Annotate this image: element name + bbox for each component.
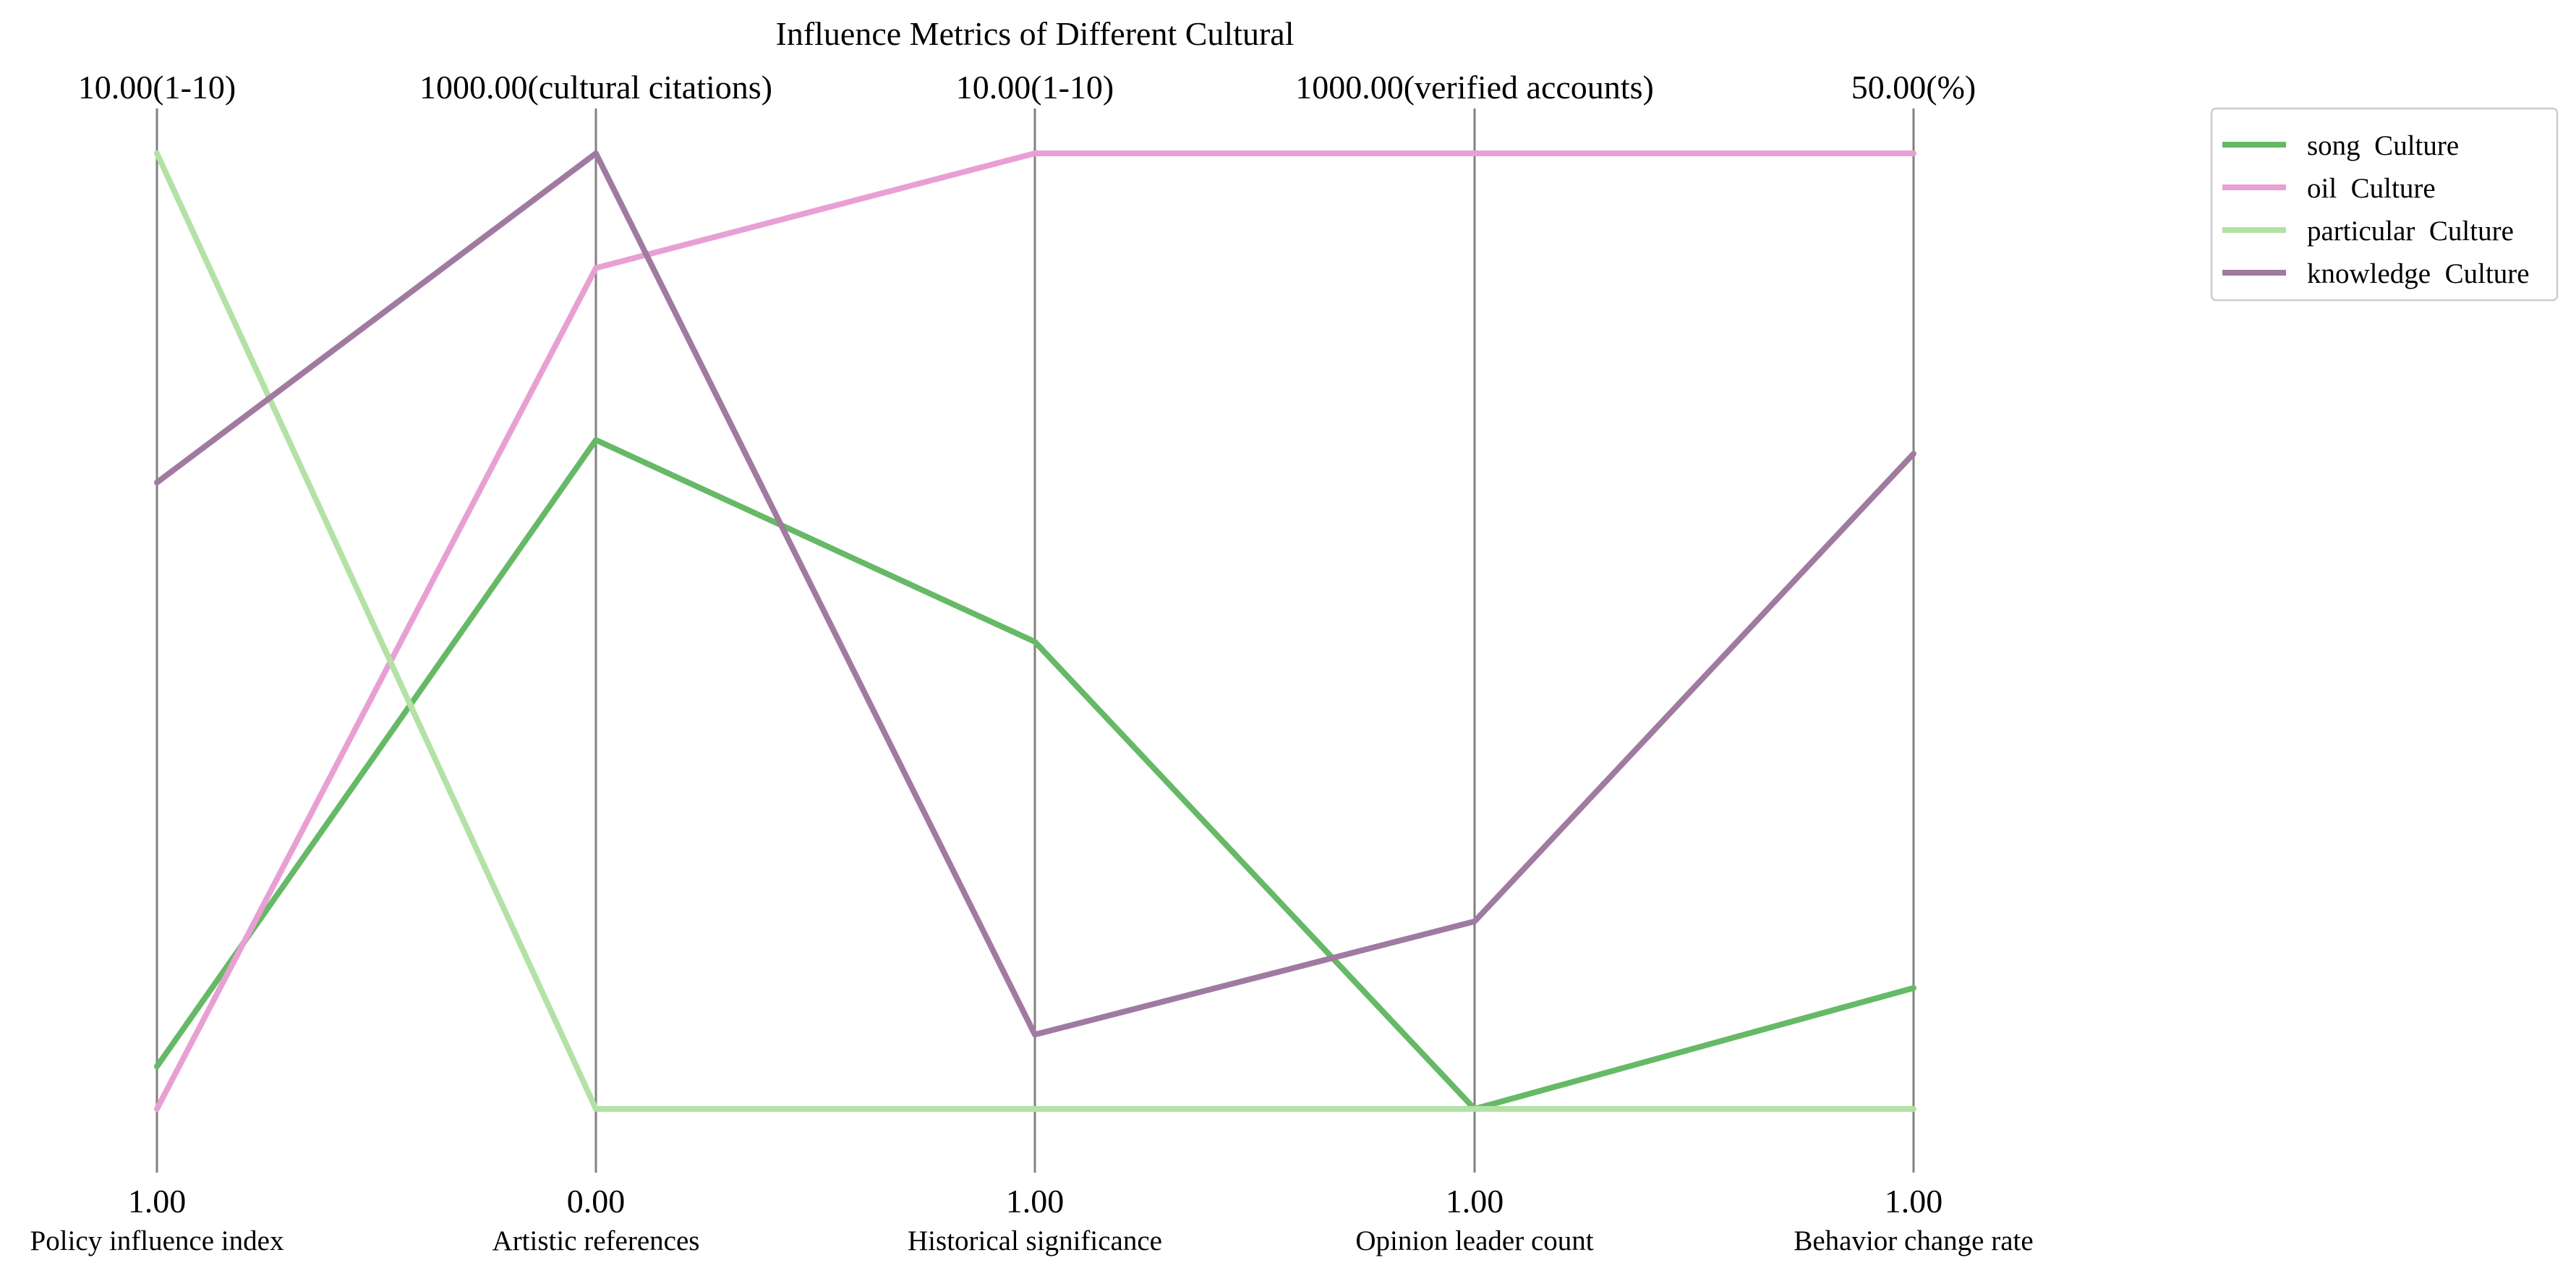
axis-max-label-1: 10.00(1-10) bbox=[78, 69, 236, 106]
axis-min-label-4: 1.00 bbox=[1446, 1183, 1504, 1220]
legend-label-2: oil Culture bbox=[2307, 173, 2436, 204]
legend-label-1: song Culture bbox=[2307, 130, 2459, 161]
series-lines-layer bbox=[154, 150, 1916, 1112]
axis-title-1: Policy influence index bbox=[30, 1225, 284, 1256]
series-line-3 bbox=[154, 150, 1916, 1112]
axis-max-label-2: 1000.00(cultural citations) bbox=[419, 69, 772, 106]
legend-frame bbox=[2210, 107, 2559, 302]
axis-max-label-3: 10.00(1-10) bbox=[956, 69, 1114, 106]
axis-min-label-3: 1.00 bbox=[1006, 1183, 1065, 1220]
axis-title-4: Opinion leader count bbox=[1355, 1225, 1593, 1256]
axis-min-label-1: 1.00 bbox=[128, 1183, 187, 1220]
axis-max-label-5: 50.00(%) bbox=[1851, 69, 1976, 106]
axis-title-2: Artistic references bbox=[492, 1225, 700, 1256]
axis-title-3: Historical significance bbox=[908, 1225, 1162, 1256]
axis-min-label-5: 1.00 bbox=[1885, 1183, 1943, 1220]
axis-max-label-4: 1000.00(verified accounts) bbox=[1295, 69, 1654, 106]
axes-layer: 10.00(1-10) 1.00 Policy influence index 100… bbox=[30, 69, 2034, 1256]
legend-label-4: knowledge Culture bbox=[2307, 258, 2530, 289]
chart-title: Influence Metrics of Different Cultural bbox=[776, 15, 1295, 52]
legend-label-3: particular Culture bbox=[2307, 216, 2514, 247]
series-line-4 bbox=[154, 150, 1916, 1038]
axis-title-5: Behavior change rate bbox=[1794, 1225, 2033, 1256]
series-line-2 bbox=[154, 150, 1916, 1112]
series-line-1 bbox=[154, 437, 1916, 1112]
axis-min-label-2: 0.00 bbox=[567, 1183, 626, 1220]
legend: song Culture oil Culture particular Cultur… bbox=[2210, 107, 2559, 302]
